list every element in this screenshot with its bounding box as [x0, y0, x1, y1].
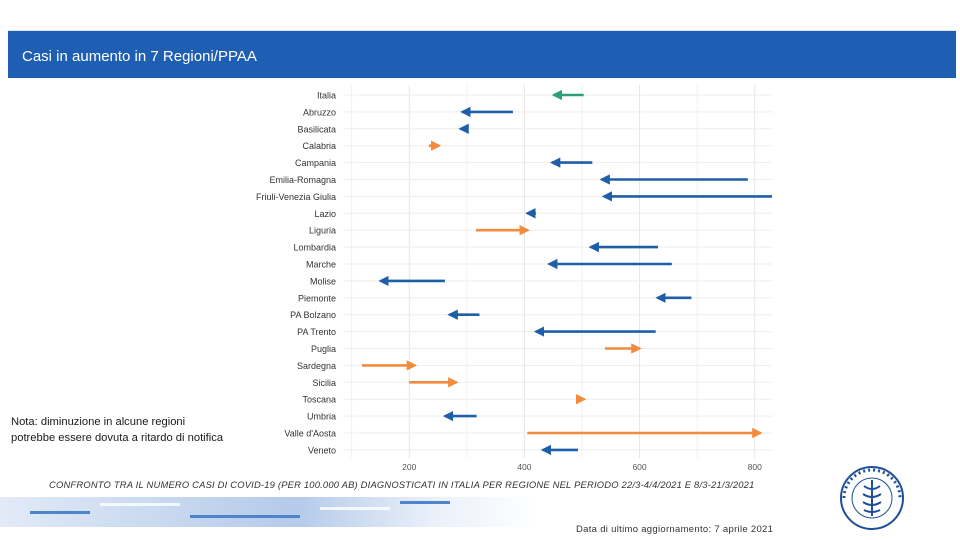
- category-label: Abruzzo: [303, 107, 336, 117]
- x-tick-label: 400: [517, 462, 531, 472]
- x-tick-labels: 200 400 600 800: [402, 462, 762, 472]
- category-label: Calabria: [302, 141, 336, 151]
- category-label: Campania: [295, 158, 336, 168]
- category-label: Marche: [306, 260, 336, 270]
- category-label: Umbria: [307, 412, 336, 422]
- category-label: Toscana: [302, 395, 336, 405]
- category-label: Sardegna: [297, 361, 336, 371]
- category-label: Emilia-Romagna: [269, 175, 336, 185]
- category-label: Piemonte: [298, 293, 336, 303]
- category-labels: Italia Abruzzo Basilicata Calabria Campania E…: [256, 91, 336, 456]
- category-label: Puglia: [311, 344, 336, 354]
- category-label: PA Trento: [297, 327, 336, 337]
- institute-seal-icon: [840, 466, 904, 530]
- x-tick-label: 800: [748, 462, 762, 472]
- category-label: Valle d'Aosta: [284, 429, 336, 439]
- category-label: Liguria: [309, 226, 336, 236]
- chart-note: Nota: diminuzione in alcune regioni potr…: [11, 414, 231, 446]
- chart-marks: [362, 89, 772, 456]
- category-label: Friuli-Venezia Giulia: [256, 192, 336, 202]
- x-tick-label: 200: [402, 462, 416, 472]
- category-label: Lombardia: [293, 243, 336, 253]
- category-label: Sicilia: [312, 378, 336, 388]
- decorative-band: [0, 497, 540, 527]
- chart-grid: [343, 85, 772, 458]
- category-label: Molise: [310, 276, 336, 286]
- page-title: Casi in aumento in 7 Regioni/PPAA: [22, 48, 257, 65]
- last-update-text: Data di ultimo aggiornamento: 7 aprile 2…: [576, 524, 774, 535]
- category-label: Lazio: [314, 209, 336, 219]
- category-label: Veneto: [308, 445, 336, 455]
- category-label: PA Bolzano: [290, 310, 336, 320]
- x-tick-label: 600: [632, 462, 646, 472]
- header-bar: Casi in aumento in 7 Regioni/PPAA: [8, 30, 956, 78]
- chart-caption: CONFRONTO TRA IL NUMERO CASI DI COVID-19…: [49, 479, 755, 490]
- category-label: Italia: [317, 91, 336, 101]
- category-label: Basilicata: [297, 124, 336, 134]
